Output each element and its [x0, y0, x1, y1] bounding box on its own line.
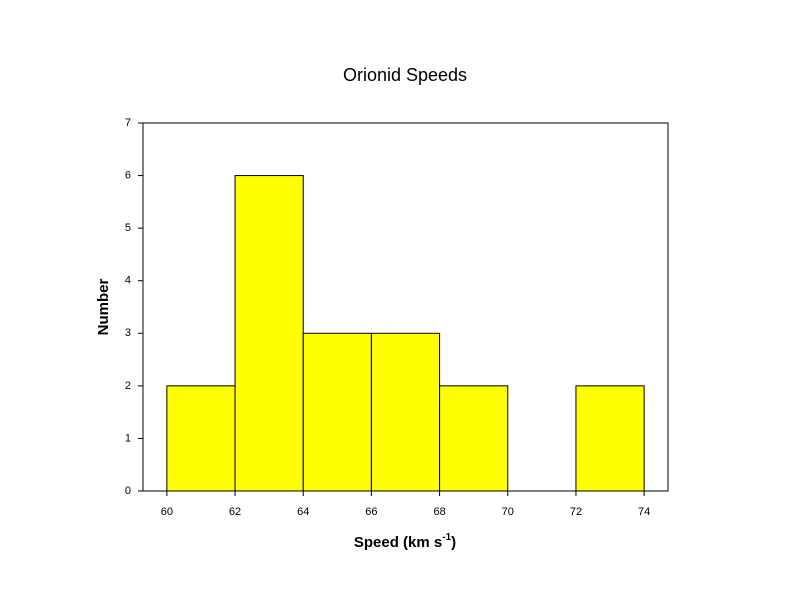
- plot-frame: [142, 122, 669, 492]
- bar: [302, 332, 372, 492]
- x-tick-label: 62: [229, 506, 241, 518]
- bar: [439, 385, 509, 492]
- bar: [234, 175, 304, 492]
- y-tick-label: 1: [125, 432, 131, 444]
- y-tick-label: 4: [125, 275, 131, 287]
- x-tick-label: 60: [161, 506, 173, 518]
- x-tick-label: 72: [570, 506, 582, 518]
- bar: [370, 332, 441, 492]
- x-tick-label: 70: [502, 506, 514, 518]
- x-axis-label-end: ): [451, 534, 456, 551]
- y-tick-label: 3: [125, 327, 131, 339]
- x-axis-label-main: Speed (km s: [354, 534, 442, 551]
- y-tick-label: 0: [125, 485, 131, 497]
- x-axis-label-sup: -1: [442, 532, 451, 543]
- bar: [575, 385, 645, 492]
- y-tick-label: 6: [125, 169, 131, 181]
- x-axis-label: Speed (km s-1): [354, 532, 456, 551]
- y-tick-label: 2: [125, 380, 131, 392]
- chart-title: Orionid Speeds: [343, 65, 467, 85]
- y-tick-label: 5: [125, 222, 131, 234]
- y-tick-label: 7: [125, 117, 131, 129]
- x-tick-label: 66: [365, 506, 377, 518]
- y-axis-label: Number: [95, 279, 112, 336]
- x-tick-label: 74: [638, 506, 650, 518]
- bar: [166, 385, 236, 492]
- x-tick-label: 68: [433, 506, 445, 518]
- x-tick-label: 64: [297, 506, 309, 518]
